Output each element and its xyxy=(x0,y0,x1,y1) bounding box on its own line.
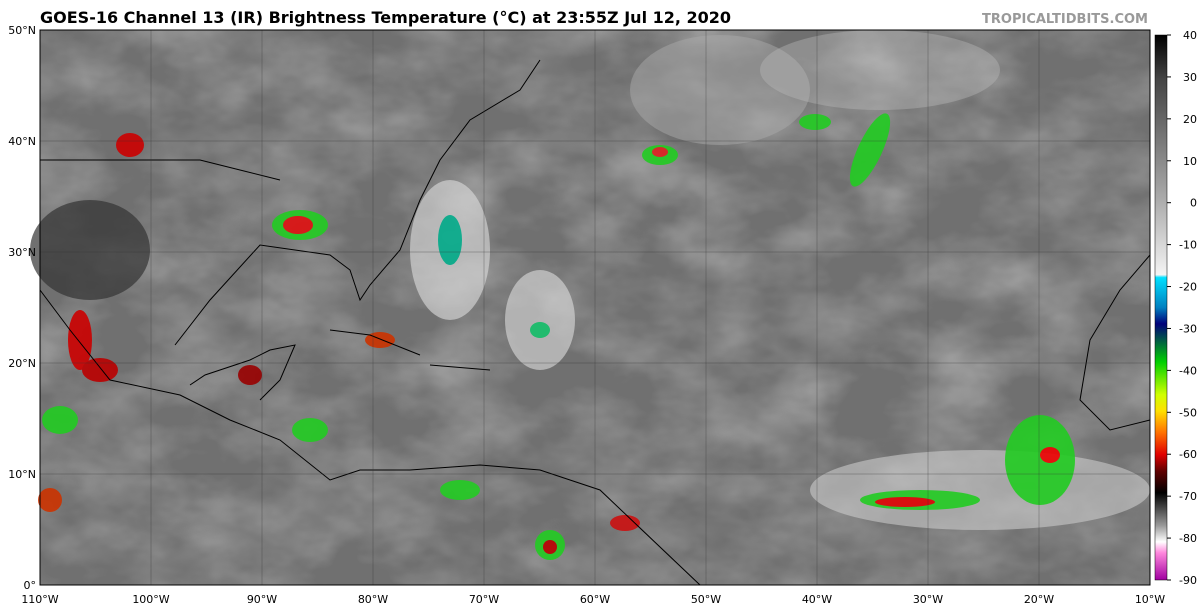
colorbar-tick-label: -10 xyxy=(1179,239,1197,252)
lon-label: 70°W xyxy=(469,593,499,606)
lon-label: 30°W xyxy=(913,593,943,606)
lon-label: 60°W xyxy=(580,593,610,606)
colorbar-tick-label: -70 xyxy=(1179,490,1197,503)
source: TROPICALTIDBITS.COM xyxy=(982,12,1148,27)
satellite-image xyxy=(30,30,1151,586)
lon-label: 80°W xyxy=(358,593,388,606)
lat-label: 0° xyxy=(24,579,37,592)
colorbar-tick-label: -40 xyxy=(1179,364,1197,377)
lon-label: 50°W xyxy=(691,593,721,606)
colorbar-tick-label: 10 xyxy=(1183,155,1197,168)
colorbar-tick-label: 40 xyxy=(1183,29,1197,42)
map-frame xyxy=(39,29,1151,586)
lon-label: 20°W xyxy=(1024,593,1054,606)
colorbar-tick-label: -20 xyxy=(1179,281,1197,294)
lat-label: 40°N xyxy=(8,135,36,148)
lat-label: 10°N xyxy=(8,468,36,481)
colorbar-tick-label: -50 xyxy=(1179,406,1197,419)
lon-label: 40°W xyxy=(802,593,832,606)
colorbar-tick-label: -80 xyxy=(1179,532,1197,545)
lon-label: 90°W xyxy=(247,593,277,606)
colorbar-tick-label: -90 xyxy=(1179,574,1197,587)
lat-label: 20°N xyxy=(8,357,36,370)
colorbar-tick-label: -30 xyxy=(1179,322,1197,335)
lon-label: 10°W xyxy=(1135,593,1165,606)
title: GOES-16 Channel 13 (IR) Brightness Tempe… xyxy=(40,8,731,27)
colorbar-tick-label: 20 xyxy=(1183,113,1197,126)
lon-label: 110°W xyxy=(21,593,58,606)
lon-label: 100°W xyxy=(132,593,169,606)
lat-label: 30°N xyxy=(8,246,36,259)
colorbar-tick-label: 30 xyxy=(1183,71,1197,84)
colorbar-tick-label: -60 xyxy=(1179,448,1197,461)
colorbar-tick-label: 0 xyxy=(1190,197,1197,210)
lat-label: 50°N xyxy=(8,24,36,37)
colorbar xyxy=(1154,34,1168,581)
